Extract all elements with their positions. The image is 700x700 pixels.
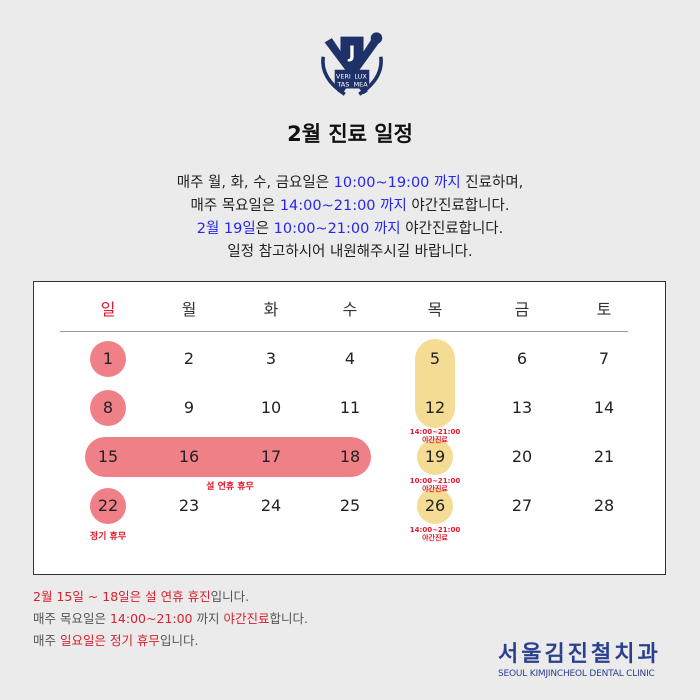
footer-segment: 입니다. xyxy=(210,589,250,604)
intro-line: 2월 19일은 10:00~21:00 까지 야간진료합니다. xyxy=(0,218,700,241)
footer-segment: 일요일은 정기 휴무 xyxy=(59,633,160,648)
intro-segment: 10:00~19:00 까지 xyxy=(333,175,461,191)
calendar-day: 15 xyxy=(97,447,119,466)
calendar-day: 5 xyxy=(429,349,441,368)
intro-line: 매주 목요일은 14:00~21:00 까지 야간진료합니다. xyxy=(0,195,700,218)
footer-line: 매주 목요일은 14:00~21:00 까지 야간진료합니다. xyxy=(33,608,308,630)
calendar-day: 20 xyxy=(511,447,533,466)
night-clinic-note: 10:00~21:00 야간진료 xyxy=(395,477,475,493)
calendar-day: 6 xyxy=(516,349,528,368)
footer-segment: 매주 목요일은 xyxy=(33,611,110,626)
calendar-day: 25 xyxy=(339,496,361,515)
svg-text:TAS: TAS xyxy=(336,80,349,88)
calendar-day: 4 xyxy=(344,349,356,368)
footer-segment: 합니다. xyxy=(269,611,308,626)
schedule-intro: 매주 월, 화, 수, 금요일은 10:00~19:00 까지 진료하며, 매주 … xyxy=(0,172,700,264)
intro-segment: 야간진료합니다. xyxy=(406,198,510,214)
calendar-day: 12 xyxy=(424,398,446,417)
calendar-day: 17 xyxy=(260,447,282,466)
holiday-band xyxy=(85,437,371,477)
calendar-day: 14 xyxy=(593,398,615,417)
weekday-1: 월 xyxy=(181,300,197,319)
intro-segment: 14:00~21:00 까지 xyxy=(279,198,407,214)
sunday-closed-label: 정기 휴무 xyxy=(89,532,127,542)
note-line: 야간진료 xyxy=(422,534,448,542)
intro-segment: 일정 참고하시어 내원해주시길 바랍니다. xyxy=(227,244,473,260)
intro-line: 매주 월, 화, 수, 금요일은 10:00~19:00 까지 진료하며, xyxy=(0,172,700,195)
note-line: 10:00~21:00 xyxy=(409,477,461,485)
footer-segment: 매주 xyxy=(33,633,60,648)
note-line: 야간진료 xyxy=(422,485,448,493)
intro-segment: 10:00~21:00 까지 xyxy=(273,221,401,237)
weekday-5: 금 xyxy=(514,300,530,319)
thursday-circle xyxy=(417,488,453,524)
note-line: 14:00~21:00 xyxy=(409,526,461,534)
intro-segment: 진료하며, xyxy=(460,175,524,191)
calendar-day: 1 xyxy=(102,349,114,368)
clinic-brand-logo: 서울김진철치과 SEOUL KIMJINCHEOL DENTAL CLINIC xyxy=(498,636,668,679)
footer-line: 2월 15일 ~ 18일은 설 연휴 휴진입니다. xyxy=(33,586,308,608)
night-clinic-note: 14:00~21:00 야간진료 xyxy=(395,526,475,542)
calendar-day: 18 xyxy=(339,447,361,466)
note-line: 야간진료 xyxy=(422,436,448,444)
weekday-3: 수 xyxy=(342,300,358,319)
calendar-day: 9 xyxy=(183,398,195,417)
calendar-day: 24 xyxy=(260,496,282,515)
intro-segment: 매주 목요일은 xyxy=(190,198,280,214)
page-title: 2월 진료 일정 xyxy=(287,122,413,146)
footer-segment: 14:00~21:00 xyxy=(109,611,193,626)
weekday-4: 목 xyxy=(427,300,443,319)
sunday-circle xyxy=(90,488,126,524)
calendar-day: 22 xyxy=(97,496,119,515)
calendar-day: 23 xyxy=(178,496,200,515)
sunday-circle xyxy=(90,341,126,377)
calendar-day: 3 xyxy=(265,349,277,368)
calendar-day: 8 xyxy=(102,398,114,417)
svg-text:J: J xyxy=(348,43,355,63)
night-clinic-pill xyxy=(415,339,455,428)
night-clinic-note: 14:00~21:00 야간진료 xyxy=(395,428,475,444)
calendar-day: 26 xyxy=(424,496,446,515)
footer-notes: 2월 15일 ~ 18일은 설 연휴 휴진입니다. 매주 목요일은 14:00~2… xyxy=(33,586,308,652)
intro-segment: 2월 19일 xyxy=(196,221,256,237)
calendar-day: 28 xyxy=(593,496,615,515)
calendar-day: 13 xyxy=(511,398,533,417)
calendar-day: 16 xyxy=(178,447,200,466)
weekday-2: 화 xyxy=(263,300,279,319)
sunday-circle xyxy=(90,390,126,426)
svg-text:LUX: LUX xyxy=(354,72,367,80)
thursday-circle xyxy=(417,439,453,475)
intro-segment: 매주 월, 화, 수, 금요일은 xyxy=(176,175,334,191)
svg-text:MEA: MEA xyxy=(354,80,369,88)
intro-segment: 야간진료합니다. xyxy=(400,221,504,237)
logo-text: VERI xyxy=(336,72,351,80)
calendar-day: 27 xyxy=(511,496,533,515)
footer-segment: 야간진료 xyxy=(223,611,270,626)
note-line: 14:00~21:00 xyxy=(409,428,461,436)
intro-line: 일정 참고하시어 내원해주시길 바랍니다. xyxy=(0,241,700,264)
weekday-6: 토 xyxy=(596,300,612,319)
weekday-0: 일 xyxy=(100,300,116,319)
brand-korean: 서울김진철치과 xyxy=(498,642,661,667)
calendar-day: 11 xyxy=(339,398,361,417)
footer-segment: 입니다. xyxy=(159,633,199,648)
brand-english: SEOUL KIMJINCHEOL DENTAL CLINIC xyxy=(498,669,655,679)
calendar-day: 10 xyxy=(260,398,282,417)
footer-segment: 까지 xyxy=(192,611,224,626)
footer-line: 매주 일요일은 정기 휴무입니다. xyxy=(33,630,308,652)
calendar-day: 2 xyxy=(183,349,195,368)
holiday-label: 설 연휴 휴무 xyxy=(206,482,254,492)
calendar-day: 19 xyxy=(424,447,446,466)
calendar-day: 7 xyxy=(598,349,610,368)
footer-segment: 2월 15일 ~ 18일은 설 연휴 휴진 xyxy=(33,589,211,604)
header-divider xyxy=(60,331,628,332)
university-seal-logo: J VERI LUX TAS MEA xyxy=(321,32,383,96)
intro-segment: 은 xyxy=(255,221,274,237)
calendar-day: 21 xyxy=(593,447,615,466)
